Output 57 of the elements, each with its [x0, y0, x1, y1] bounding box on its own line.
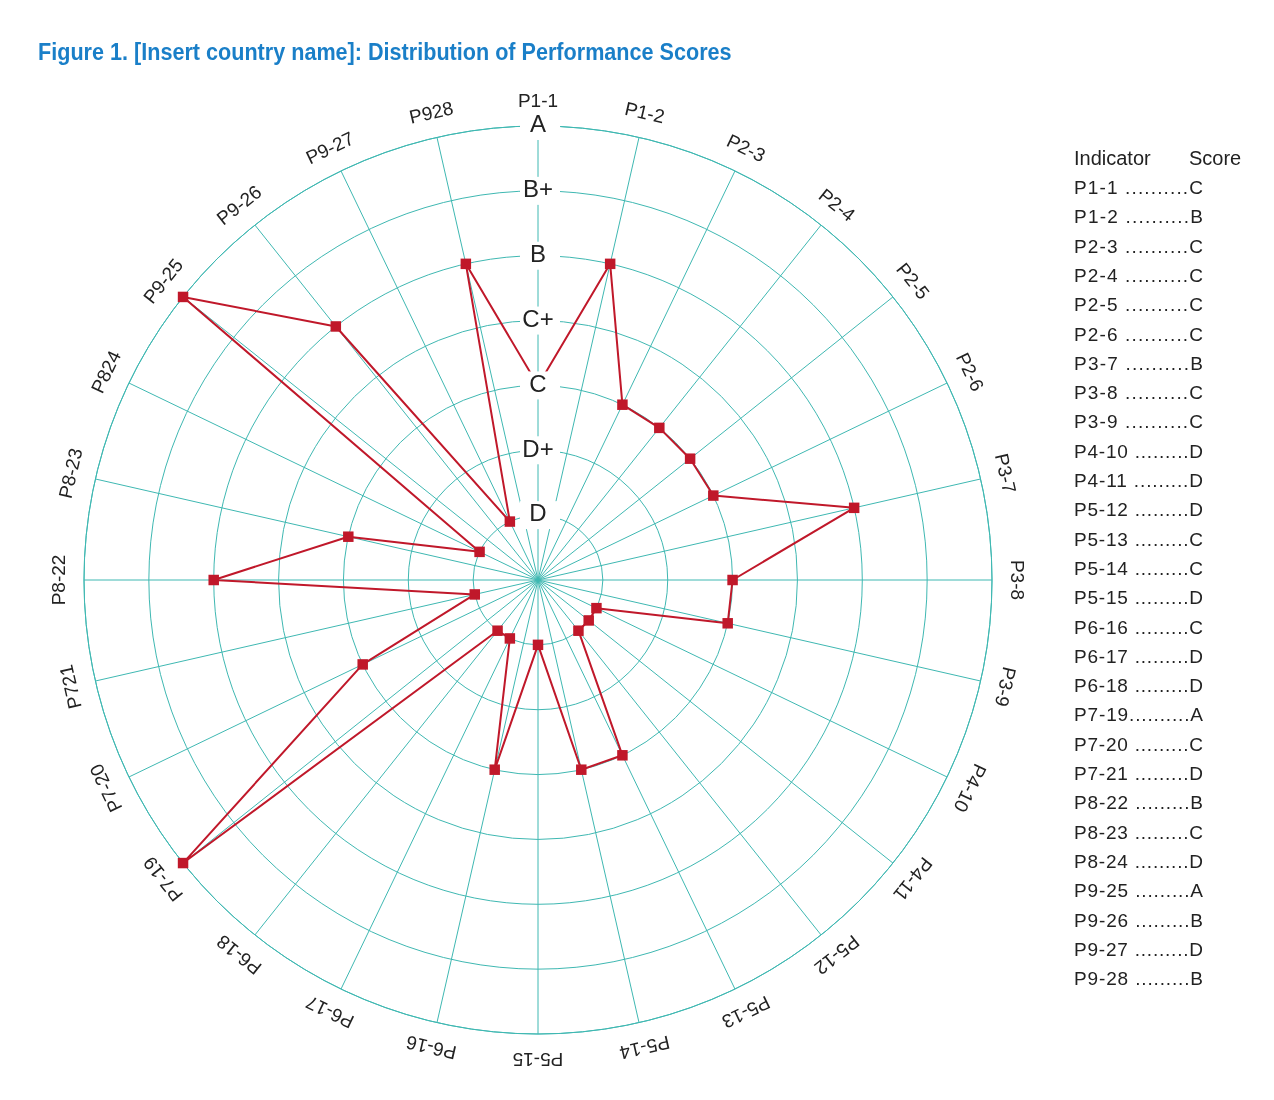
y-tick-label: C [529, 369, 547, 397]
spoke-label: P3-9 [990, 664, 1021, 709]
text: P4-10 .........D [1074, 440, 1203, 462]
spoke-label: P2-6 [951, 349, 989, 395]
text: P9-28 .........B [1074, 968, 1203, 990]
text: P9-27 .........D [1074, 938, 1203, 960]
text: P8-23 .........C [1074, 821, 1203, 843]
text: P3-7 ..........B [1074, 352, 1203, 374]
text: P1-2 ..........B [1074, 206, 1203, 228]
spoke-label: P3-7 [990, 451, 1021, 496]
text: P2-6 ..........C [1074, 323, 1203, 345]
spoke-label: P928 [407, 97, 456, 128]
text: P6-17 .........D [1074, 645, 1203, 667]
text: P4-11 .........D [1074, 470, 1203, 491]
y-tick-label: B [529, 240, 547, 268]
text: P1-1 ..........C [1074, 177, 1203, 198]
y-tick-label: B+ [522, 175, 554, 203]
spoke-label: P5-14 [617, 1031, 672, 1064]
spoke-label: P824 [86, 347, 126, 397]
text: P3-8 ..........C [1074, 382, 1203, 404]
text: P7-20 .........C [1074, 733, 1203, 755]
spoke-label: P8-23 [54, 446, 87, 501]
text: P5-12 .........D [1074, 499, 1203, 521]
chart-title: Figure 1. [Insert country name]: Distribution of Performance Scores [38, 37, 732, 66]
spoke-label: P1-1 [517, 90, 559, 112]
y-tick-label: C+ [522, 304, 554, 332]
text: P2-5 ..........C [1074, 294, 1203, 316]
spoke-label: P5-15 [512, 1048, 564, 1070]
text: P2-3 ..........C [1074, 235, 1203, 257]
spoke-label: P4-10 [949, 760, 991, 816]
text: P6-16 .........C [1074, 616, 1203, 638]
spoke-label: P1-2 [622, 97, 667, 128]
spoke-label: P6-17 [302, 991, 358, 1033]
spoke-label: P5-13 [718, 991, 774, 1033]
spoke-label: P7-20 [85, 760, 127, 816]
spoke-label: P8-22 [48, 554, 70, 606]
spoke-label: P6-16 [404, 1031, 459, 1064]
text: P9-26 .........B [1074, 909, 1203, 931]
text: Indicator [1074, 147, 1152, 169]
text: P5-14 .........C [1074, 557, 1203, 579]
text: P3-9 ..........C [1074, 411, 1203, 433]
text: P7-19..........A [1074, 704, 1204, 726]
text: P8-22 .........B [1074, 792, 1203, 814]
text: P5-15 .........D [1074, 587, 1203, 609]
text: P8-24 .........D [1074, 850, 1203, 872]
y-tick-label: D+ [522, 434, 554, 462]
text: P2-4 ..........C [1074, 264, 1203, 286]
spoke-label: P3-8 [1006, 559, 1028, 601]
text: Score [1189, 147, 1242, 169]
y-tick-label: A [529, 110, 547, 138]
text: P5-13 .........C [1074, 528, 1203, 550]
text: P9-25 .........A [1074, 880, 1204, 902]
spoke-label: P721 [55, 662, 86, 711]
y-tick-label: D [529, 499, 547, 527]
spoke-label: P2-3 [723, 129, 769, 167]
text: P7-21 .........D [1074, 763, 1203, 784]
text: P6-18 .........D [1074, 675, 1203, 697]
